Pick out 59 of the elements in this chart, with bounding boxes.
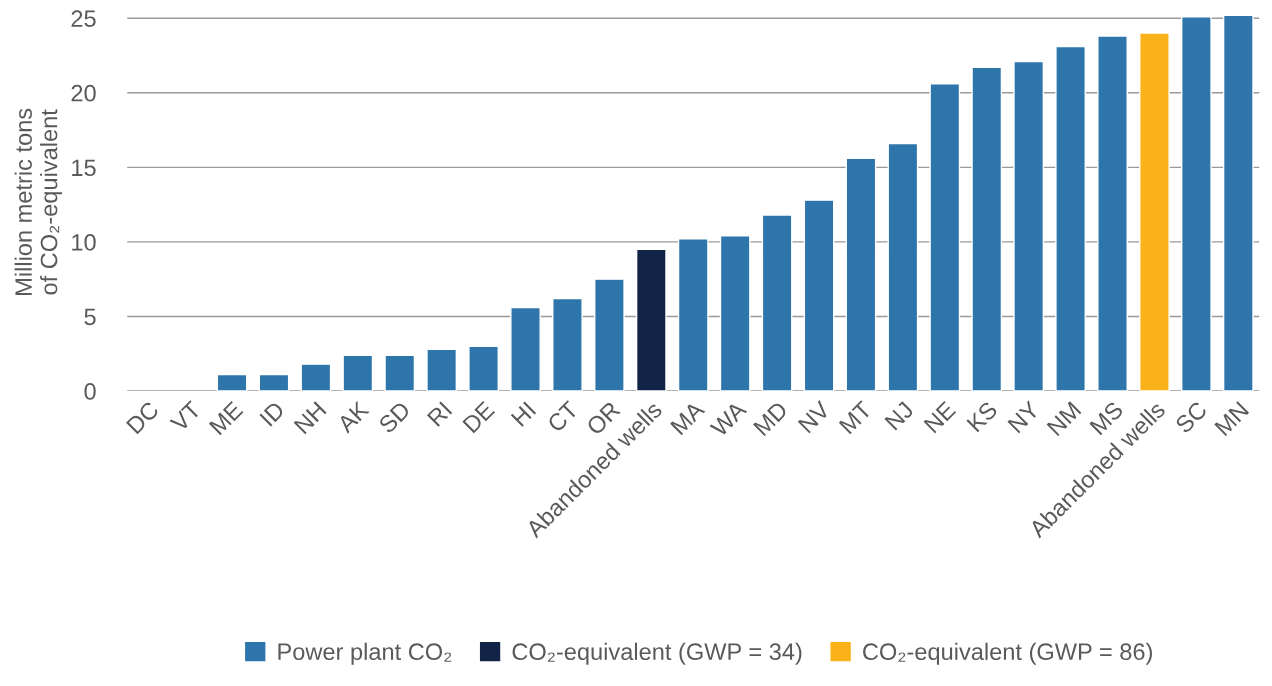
x-tick-label: NH (293, 401, 327, 435)
bar (384, 354, 416, 392)
x-tick-label: NY (1007, 400, 1041, 434)
x-tick-label: MA (670, 400, 706, 436)
y-tick-label: 20 (71, 84, 96, 102)
bar (1097, 35, 1128, 392)
x-tick-label: WA (709, 400, 748, 438)
bar (552, 297, 583, 392)
legend-label: Power plant CO₂ (278, 642, 452, 665)
bar (1013, 60, 1045, 392)
y-tick-label: 0 (84, 383, 96, 400)
bar (971, 66, 1003, 392)
bar (887, 142, 919, 392)
x-tick-label: HI (510, 401, 537, 427)
x-tick-label: CT (546, 400, 580, 434)
bar (258, 373, 290, 392)
bar (845, 157, 877, 392)
bar (342, 354, 374, 392)
x-tick-label: KS (966, 400, 999, 433)
bar (468, 345, 499, 392)
bar (719, 235, 751, 392)
x-tick-label: MS (1089, 400, 1125, 436)
bar (929, 83, 961, 392)
y-tick-label: 10 (72, 233, 96, 251)
x-tick-label: NJ (884, 401, 914, 431)
x-tick-label: ME (208, 400, 244, 436)
bar (300, 363, 332, 392)
bar (216, 373, 248, 392)
x-tick-label: SC (1174, 400, 1209, 435)
x-tick-label: NV (797, 400, 832, 434)
legend-label: CO₂-equivalent (GWP = 34) (512, 642, 802, 665)
x-tick-label: SD (377, 400, 412, 435)
y-axis-title: Million metric tons of CO₂-equivalent (14, 108, 63, 295)
x-tick-label: ID (259, 400, 286, 427)
x-tick-label: MN (1214, 401, 1250, 437)
x-tick-label: VT (169, 400, 202, 433)
x-tick-label: RI (426, 401, 453, 427)
bar (803, 199, 835, 392)
x-tick-label: DE (462, 400, 495, 434)
x-tick-label: MD (753, 400, 789, 437)
legend-label: CO₂-equivalent (GWP = 86) (863, 642, 1152, 665)
bar (677, 238, 709, 392)
bar (510, 306, 541, 392)
bar (1139, 32, 1170, 392)
bar (635, 248, 667, 392)
y-tick-label: 5 (84, 308, 96, 326)
y-tick-label: 25 (71, 10, 96, 27)
bar (426, 348, 458, 392)
bar (1181, 16, 1212, 392)
x-tick-label: MT (838, 400, 873, 435)
x-tick-label: AK (336, 400, 370, 434)
x-tick-label: NM (1046, 401, 1082, 437)
y-tick-label: 15 (72, 159, 96, 177)
x-tick-label: NE (923, 400, 957, 434)
bar (594, 278, 625, 392)
x-tick-label: DC (125, 400, 160, 435)
bar (761, 214, 793, 392)
bar (1222, 14, 1254, 392)
bar (1055, 45, 1086, 392)
